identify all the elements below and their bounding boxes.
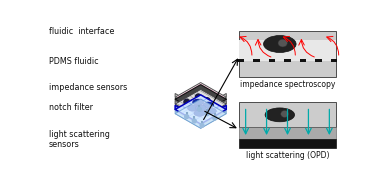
Polygon shape <box>201 111 226 128</box>
Polygon shape <box>175 85 226 114</box>
Bar <box>269 59 275 62</box>
Circle shape <box>197 105 202 110</box>
Text: PDMS fluidic: PDMS fluidic <box>49 57 98 66</box>
Polygon shape <box>190 90 196 93</box>
Text: h$\nu$: h$\nu$ <box>242 103 254 114</box>
Bar <box>284 59 291 62</box>
Polygon shape <box>198 103 204 107</box>
Polygon shape <box>201 105 226 124</box>
Circle shape <box>200 123 204 127</box>
Ellipse shape <box>194 110 205 116</box>
Ellipse shape <box>265 108 294 122</box>
Ellipse shape <box>193 99 204 105</box>
Ellipse shape <box>263 35 296 52</box>
Text: light scattering
sensors: light scattering sensors <box>49 130 110 149</box>
Polygon shape <box>175 100 201 119</box>
Polygon shape <box>205 99 211 102</box>
Polygon shape <box>201 93 226 112</box>
Circle shape <box>192 119 196 123</box>
Bar <box>331 59 337 62</box>
Circle shape <box>190 100 196 105</box>
Polygon shape <box>175 99 226 128</box>
Polygon shape <box>175 83 226 112</box>
Polygon shape <box>175 105 201 124</box>
Ellipse shape <box>195 105 206 111</box>
Polygon shape <box>175 95 226 124</box>
Text: impedance spectroscopy: impedance spectroscopy <box>240 80 335 89</box>
Bar <box>300 59 306 62</box>
Text: impedance sensors: impedance sensors <box>49 82 127 92</box>
Polygon shape <box>205 90 211 93</box>
Text: notch filter: notch filter <box>49 103 93 112</box>
Ellipse shape <box>281 110 288 117</box>
Polygon shape <box>201 100 226 119</box>
Polygon shape <box>190 99 196 102</box>
Text: light scattering (OPD): light scattering (OPD) <box>246 151 329 160</box>
Bar <box>239 102 336 127</box>
Ellipse shape <box>278 39 287 47</box>
Polygon shape <box>175 89 226 119</box>
Ellipse shape <box>206 108 216 114</box>
Polygon shape <box>201 99 226 114</box>
Circle shape <box>197 107 201 111</box>
Bar <box>239 139 336 148</box>
Circle shape <box>185 115 189 118</box>
Polygon shape <box>198 86 204 89</box>
Bar <box>239 40 336 61</box>
Polygon shape <box>175 99 201 114</box>
Polygon shape <box>182 94 188 98</box>
Circle shape <box>205 112 209 116</box>
Circle shape <box>213 116 217 120</box>
Circle shape <box>207 104 212 109</box>
Polygon shape <box>198 94 204 98</box>
Circle shape <box>204 98 210 103</box>
Polygon shape <box>192 90 210 100</box>
Bar <box>239 31 336 77</box>
Bar <box>315 59 322 62</box>
Circle shape <box>198 100 203 105</box>
Text: fluidic  interface: fluidic interface <box>49 27 114 36</box>
Polygon shape <box>175 93 201 112</box>
Bar <box>238 59 244 62</box>
Polygon shape <box>213 94 219 98</box>
Circle shape <box>184 99 189 105</box>
Bar <box>239 127 336 139</box>
Polygon shape <box>175 111 201 128</box>
Bar <box>253 59 260 62</box>
Ellipse shape <box>187 105 198 111</box>
Ellipse shape <box>203 102 214 108</box>
Circle shape <box>195 94 201 100</box>
